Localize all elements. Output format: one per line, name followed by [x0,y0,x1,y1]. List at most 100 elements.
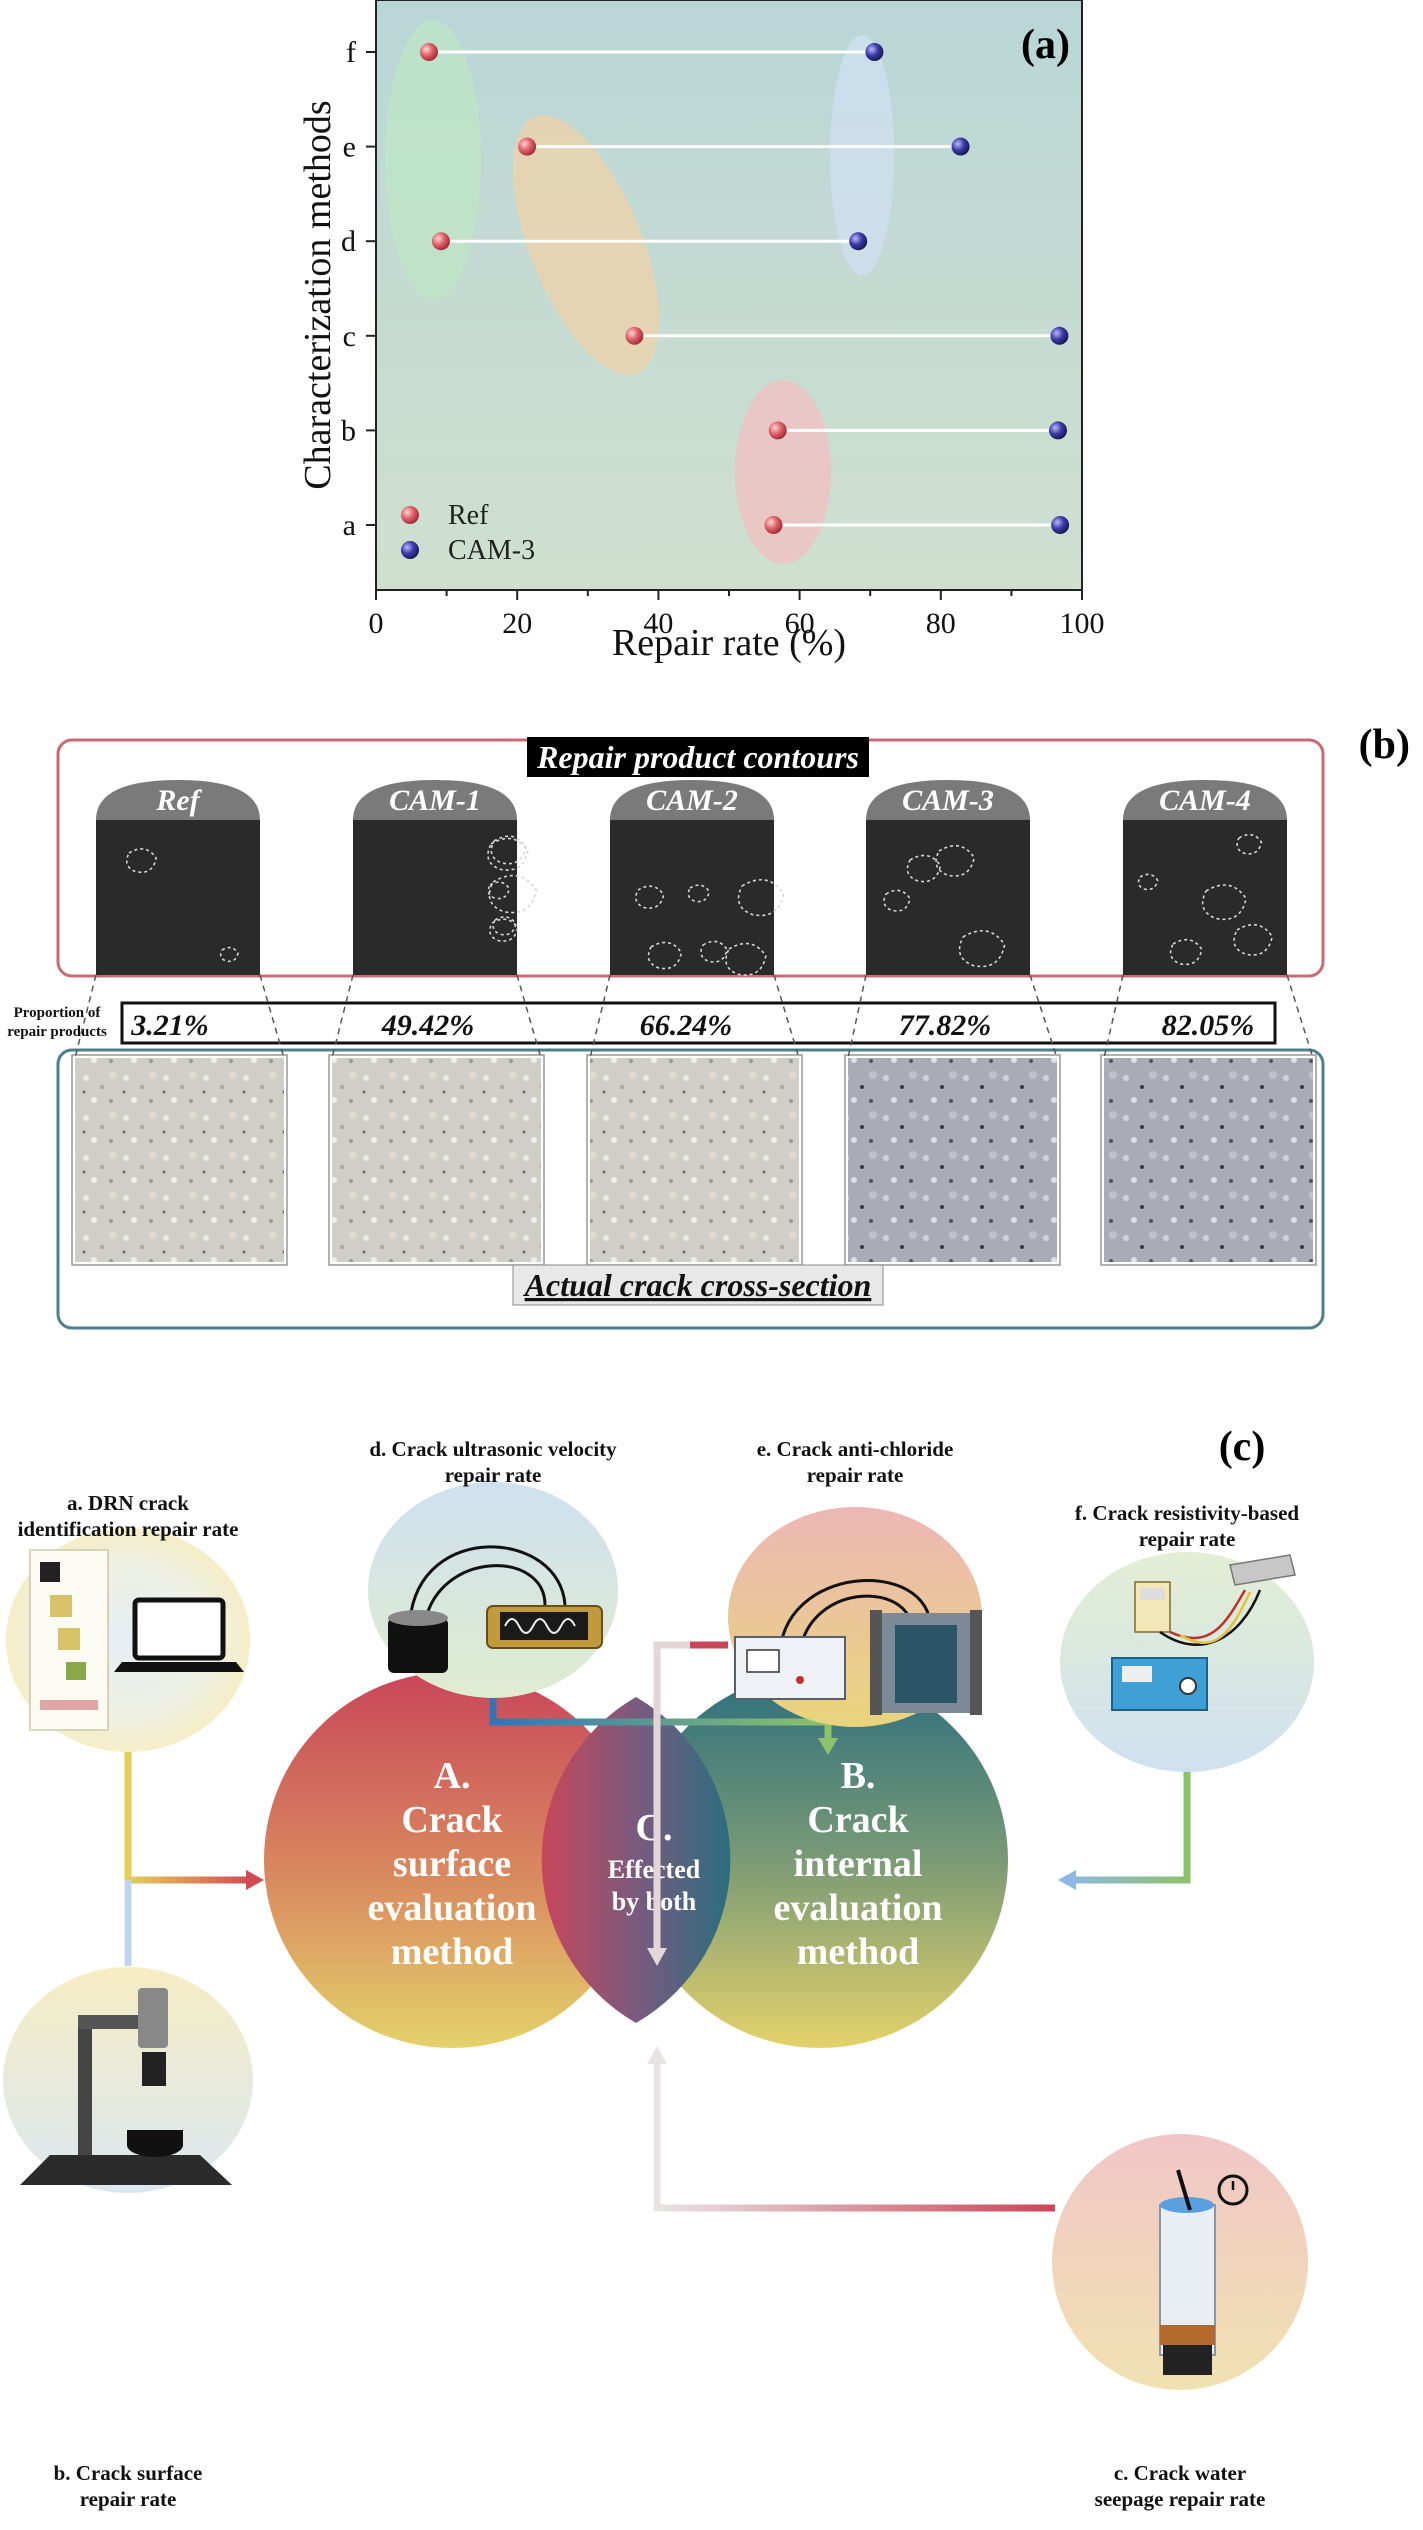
arrow-seepage [653,2060,1055,2212]
point-ref-f [419,43,438,61]
resistivity-cable-3 [1179,1591,1252,1645]
proportion-values: 3.21% 49.42% 66.24% 77.82% 82.05% [130,1009,1254,1042]
transducer-top [388,1610,448,1626]
contour-loop [1233,923,1274,956]
arrow-top-head [818,1738,838,1755]
method-c-label-1: c. Crack water [1114,2461,1246,2485]
guide-left-3 [589,974,611,1059]
meter-screen [500,1612,588,1640]
flowchart-block-4 [66,1662,86,1680]
point-cam3-e [951,137,970,156]
x-tick-label-60: 60 [785,607,815,640]
x-tick-label-20: 20 [502,607,532,640]
legend-label-cam3: CAM-3 [448,535,535,566]
sample-name-1: Ref [155,784,202,817]
contour-cap-5 [1123,780,1287,820]
y-tick-label-b: b [341,414,356,447]
y-axis-ticks: a b c d e f [341,36,376,542]
panel-letter-c: (c) [1219,1424,1266,1470]
contour-loop [647,941,683,970]
cross-section-photo-5 [1104,1058,1313,1262]
point-cam3-f [865,43,884,61]
concrete-specimen-icon [1229,1554,1296,1586]
panel-letter-b: (b) [1359,722,1410,768]
legend-marker-ref [401,506,419,524]
tube-copper-band [1160,2325,1215,2345]
guide-left-2 [331,974,354,1059]
guide-right-5 [1286,974,1314,1059]
method-f-label-2: repair rate [1139,1527,1236,1551]
y-tick-label-e: e [343,131,356,164]
contour-loop [492,916,517,936]
guide-right-3 [773,974,800,1059]
waveform-icon [504,1618,576,1634]
proportion-value-1: 3.21% [130,1009,209,1042]
dashed-guides [74,974,1314,1059]
method-e-label-2: repair rate [807,1463,904,1487]
circle-a-line-5: method [391,1931,513,1973]
contour-image-5 [1123,820,1287,975]
point-ref-c [625,326,644,345]
flowchart-block-2 [50,1595,72,1617]
flowchart-block-3 [58,1628,80,1650]
proportion-value-4: 77.82% [899,1009,992,1042]
multimeter-screen [1140,1588,1165,1600]
highlight-ellipse-ref-a-b [735,380,831,564]
microscope-base-icon [20,2155,232,2185]
y-tick-label-f: f [346,36,356,69]
contour-cap-2 [353,780,517,820]
contour-cap-3 [610,780,774,820]
arrow-chloride-head [647,1948,667,1966]
proportion-label-1: Proportion of [14,1005,102,1021]
bottom-banner: Actual crack cross-section [523,1267,872,1303]
contour-loop [725,942,767,976]
guide-right-1 [259,974,285,1059]
guide-left-4 [847,974,867,1059]
resistivity-meter-screen [1122,1666,1152,1682]
chloride-cable-1 [778,1579,932,1651]
proportion-value-5: 82.05% [1162,1009,1255,1042]
circle-a-line-2: Crack [401,1799,503,1841]
proportion-label-2: repair products [7,1024,107,1040]
x-tick-label-80: 80 [926,607,956,640]
resistivity-meter-knob [1179,1677,1197,1695]
specimen-body [127,2130,183,2145]
highlight-ellipse-ref-d-f [385,20,481,300]
cross-section-photo-4 [848,1058,1057,1262]
proportion-value-2: 49.42% [381,1009,475,1042]
contour-loop [687,884,711,903]
point-ref-d [431,232,450,251]
panel-letter-a: (a) [1021,22,1070,68]
sample-name-5: CAM-4 [1159,784,1251,817]
contour-image-3 [610,820,774,975]
circle-a-line-1: A. [434,1755,471,1797]
power-supply-screen [746,1649,780,1673]
cross-section-photo-2 [332,1058,541,1262]
guide-left-5 [1103,974,1124,1059]
x-axis-ticks: 0 20 40 60 80 100 [369,590,1105,640]
crack-section-frame [56,1048,1325,1330]
cross-section-photo-1 [75,1058,284,1262]
ultrasonic-transducer-icon [388,1618,448,1673]
contour-images: Ref CAM-1 CAM-2 CAM-3 CAM-4 [96,780,1287,976]
arrow-left-head [246,1870,264,1890]
panel-a: a b c d e f 0 20 40 60 80 100 Ref CAM-3 (a) Repair… [0,0,1423,680]
seepage-rod [1176,2169,1192,2211]
arrow-seepage-head [647,2046,667,2064]
y-tick-label-a: a [343,509,356,542]
contour-cap-4 [866,780,1030,820]
circle-a-line-3: surface [393,1843,511,1885]
method-b-circle [3,1967,253,2193]
contour-loop [1169,938,1203,966]
cell-flange-right [970,1610,982,1715]
repair-rate-chart: a b c d e f 0 20 40 60 80 100 Ref CAM-3 (a) Repair… [297,0,1105,664]
panel-b: (b) Repair product contours Ref CAM-1 CAM-… [0,710,1423,1340]
contour-loop [489,918,519,942]
method-e-label-1: e. Crack anti-chloride [757,1437,954,1461]
y-tick-label-d: d [341,225,356,258]
repair-product-figure: (b) Repair product contours Ref CAM-1 CAM-… [7,722,1410,1330]
method-d-label-1: d. Crack ultrasonic velocity [369,1437,617,1461]
tube-specimen [1163,2345,1212,2375]
cross-section-photos [71,1054,1317,1266]
overlap-region [541,1697,731,2023]
